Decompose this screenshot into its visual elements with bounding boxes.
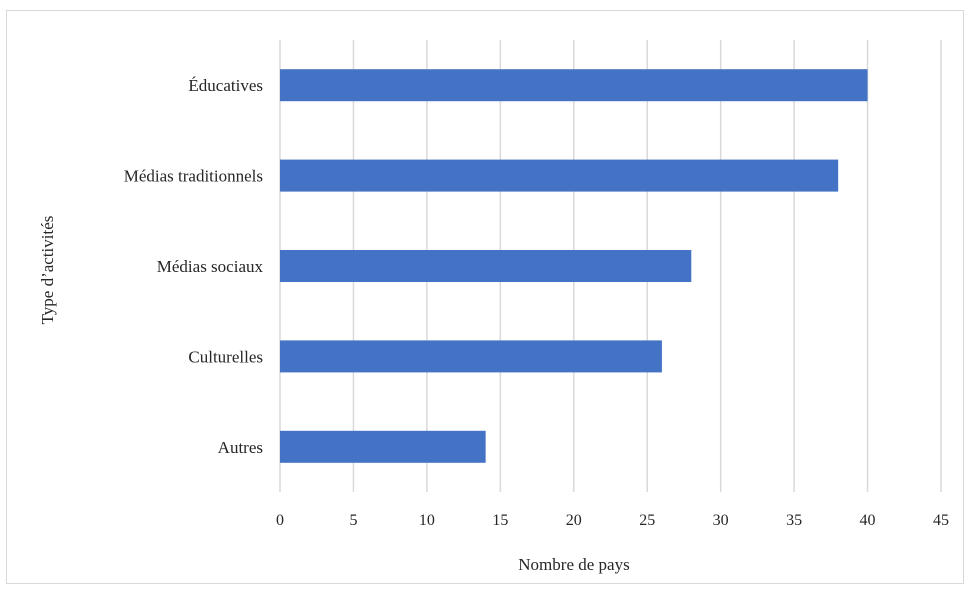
x-tick-label: 35 — [786, 512, 802, 529]
y-axis-categories: Éducatives Médias traditionnels Médias soc… — [124, 76, 264, 457]
y-category-label: Autres — [218, 438, 263, 457]
bars — [280, 69, 868, 463]
x-tick-label: 0 — [276, 512, 284, 529]
x-tick-label: 15 — [492, 512, 508, 529]
bar — [280, 250, 692, 282]
x-tick-label: 20 — [566, 512, 582, 529]
bar — [280, 69, 868, 102]
y-axis-title: Type d’activités — [38, 216, 57, 325]
x-axis-title: Nombre de pays — [518, 555, 629, 574]
bar — [280, 340, 662, 373]
gridlines — [279, 40, 942, 492]
bar — [280, 430, 486, 463]
x-tick-label: 40 — [860, 512, 876, 529]
x-tick-label: 45 — [933, 512, 949, 529]
y-category-label: Médias sociaux — [157, 257, 264, 276]
x-tick-label: 5 — [349, 512, 357, 529]
x-tick-label: 30 — [713, 512, 729, 529]
x-axis-ticks: 0 5 10 15 20 25 30 35 40 45 — [276, 512, 949, 529]
y-category-label: Éducatives — [188, 76, 263, 95]
x-tick-label: 25 — [639, 512, 655, 529]
chart-frame — [6, 10, 964, 584]
x-tick-label: 10 — [419, 512, 435, 529]
bar — [280, 159, 839, 192]
y-category-label: Culturelles — [188, 347, 263, 366]
y-category-label: Médias traditionnels — [124, 167, 263, 186]
